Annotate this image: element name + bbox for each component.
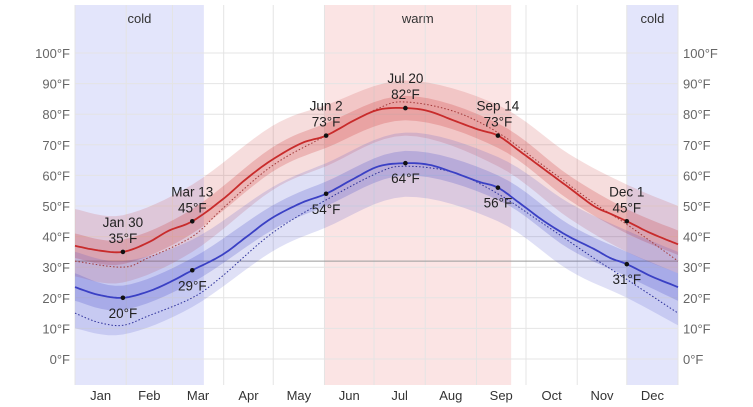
y-tick-label-right: 80°F: [683, 107, 711, 122]
tick-labels: 0°F 0°F 10°F 10°F 20°F 20°F 30°F 30°F 40°F 40°F 50…: [35, 46, 718, 403]
y-tick-label-left: 50°F: [42, 199, 70, 214]
y-tick-label-right: 100°F: [683, 46, 718, 61]
y-tick-label-left: 20°F: [42, 291, 70, 306]
annotation-value: 56°F: [484, 196, 513, 211]
y-tick-label-left: 90°F: [42, 77, 70, 92]
annotation-date: Sep 14: [477, 99, 520, 114]
annotation-date: Jun 2: [310, 99, 343, 114]
season-label-cold: cold: [128, 11, 152, 26]
annotation-value: 64°F: [391, 171, 420, 186]
y-tick-label-left: 100°F: [35, 46, 70, 61]
month-label: Sep: [490, 388, 513, 403]
annotation-point: [323, 191, 329, 197]
annotation-point: [403, 160, 408, 166]
annotation-point: [323, 133, 329, 138]
annotation-point: [120, 295, 126, 301]
season-band-warm: [324, 5, 512, 385]
y-tick-label-left: 10°F: [42, 321, 70, 336]
temperature-lines: [74, 101, 679, 327]
annotation-value: 31°F: [612, 272, 641, 287]
y-tick-label-left: 60°F: [42, 168, 70, 183]
annotation-point: [189, 219, 195, 224]
annotation-point: [624, 261, 630, 267]
annotation-point: [403, 105, 408, 111]
annotation-markers: [120, 105, 630, 301]
annotation-point: [624, 219, 630, 224]
y-tick-label-right: 60°F: [683, 168, 711, 183]
y-tick-label-left: 0°F: [50, 352, 70, 367]
y-tick-label-left: 80°F: [42, 107, 70, 122]
month-label: Jan: [90, 388, 111, 403]
y-tick-label-left: 30°F: [42, 260, 70, 275]
annotation-value: 35°F: [109, 231, 138, 246]
y-tick-label-right: 0°F: [683, 352, 703, 367]
month-label: Jul: [391, 388, 408, 403]
annotation-value: 73°F: [484, 115, 513, 130]
average-low-outer-band: [75, 132, 678, 336]
average-low-line: [74, 162, 679, 299]
month-label: Mar: [187, 388, 210, 403]
month-label: Dec: [641, 388, 665, 403]
y-tick-label-right: 40°F: [683, 230, 711, 245]
annotation-value: 29°F: [178, 278, 207, 293]
month-label: May: [287, 388, 312, 403]
annotation-date: Jan 30: [103, 215, 144, 230]
annotation-value: 20°F: [109, 306, 138, 321]
season-bands: cold warm cold: [75, 5, 678, 385]
season-label-cold: cold: [640, 11, 664, 26]
month-label: Jun: [339, 388, 360, 403]
season-band-cold: [626, 5, 678, 385]
y-tick-label-left: 70°F: [42, 138, 70, 153]
annotation-point: [189, 267, 195, 273]
season-band-cold: [75, 5, 204, 385]
month-label: Nov: [590, 388, 614, 403]
month-label: Feb: [138, 388, 160, 403]
average-high-outer-band: [75, 80, 678, 284]
average-high-line: [74, 107, 679, 254]
y-tick-label-right: 10°F: [683, 321, 711, 336]
y-tick-label-right: 50°F: [683, 199, 711, 214]
annotation-point: [495, 185, 501, 190]
annotation-point: [495, 133, 501, 138]
daily-high-dotted-line: [74, 101, 679, 268]
annotation-value: 82°F: [391, 87, 420, 102]
annotation-value: 73°F: [312, 115, 341, 130]
y-tick-label-right: 20°F: [683, 291, 711, 306]
annotation-date: Dec 1: [609, 184, 644, 199]
annotation-value: 45°F: [612, 200, 641, 215]
annotation-value: 54°F: [312, 202, 341, 217]
annotation-date: Mar 13: [171, 184, 213, 199]
daily-low-dotted-line: [74, 165, 679, 327]
annotation-value: 45°F: [178, 200, 207, 215]
season-label-warm: warm: [401, 11, 434, 26]
month-label: Oct: [542, 388, 563, 403]
annotation-date: Jul 20: [387, 71, 423, 86]
y-tick-label-right: 70°F: [683, 138, 711, 153]
month-label: Apr: [238, 388, 259, 403]
annotation-point: [120, 249, 126, 255]
y-tick-label-right: 90°F: [683, 77, 711, 92]
month-label: Aug: [439, 388, 462, 403]
y-tick-label-right: 30°F: [683, 260, 711, 275]
y-tick-label-left: 40°F: [42, 230, 70, 245]
